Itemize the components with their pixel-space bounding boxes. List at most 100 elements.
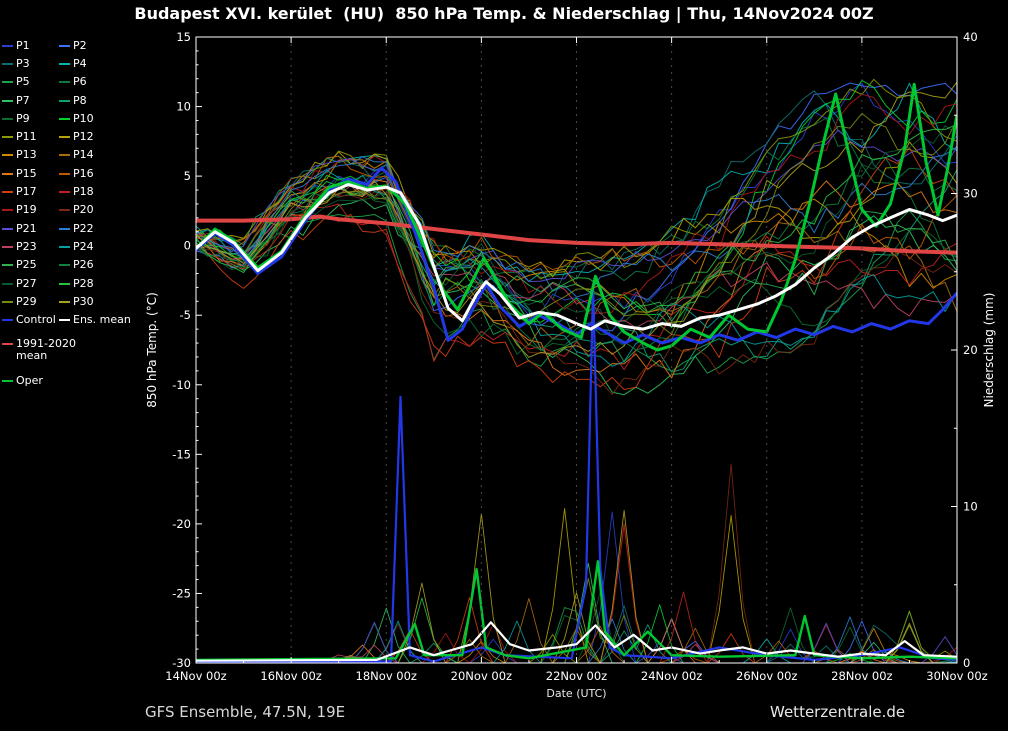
legend-line-swatch: [2, 191, 13, 194]
legend-label: P26: [73, 258, 94, 272]
legend-label: P5: [16, 75, 30, 89]
y-left-tick-label: -15: [172, 447, 191, 461]
y-left-tick-label: 5: [184, 169, 191, 183]
legend-label: P23: [16, 239, 37, 253]
y-right-tick-label: 0: [963, 656, 970, 670]
legend-label: P27: [16, 276, 37, 290]
legend-item-p29: P29: [2, 295, 59, 308]
legend-line-swatch: [2, 136, 13, 139]
legend-item-p27: P27: [2, 277, 59, 290]
x-tick-label: 22Nov 00z: [546, 669, 607, 683]
legend-line-swatch: [59, 81, 70, 84]
y-left-tick-label: -25: [172, 586, 191, 600]
footer-model-info: GFS Ensemble, 47.5N, 19E: [145, 703, 346, 721]
legend-item-p24: P24: [59, 240, 172, 253]
plot-line-temp-p24: [196, 169, 957, 367]
plot-line-temp-p13: [196, 159, 957, 316]
plot-line-ens-mean-precip: [196, 621, 957, 662]
plot-line-temp-p20: [196, 187, 957, 396]
legend-item-p16: P16: [59, 167, 172, 180]
legend-item-p6: P6: [59, 75, 172, 88]
page-edge-strip-bottom: [0, 731, 1024, 737]
plot-line-temp-p27: [196, 125, 957, 347]
legend-item-p1: P1: [2, 39, 59, 52]
legend-item-p19: P19: [2, 203, 59, 216]
legend-item-p2: P2: [59, 39, 172, 52]
legend-item-p14: P14: [59, 148, 172, 161]
legend-item-p20: P20: [59, 203, 172, 216]
plot-line-temp-p6: [196, 117, 957, 282]
legend-label: P28: [73, 276, 94, 290]
legend-item-p18: P18: [59, 185, 172, 198]
legend-item-p13: P13: [2, 148, 59, 161]
legend-line-swatch: [59, 154, 70, 157]
plot-line-temp-p18: [196, 203, 957, 371]
legend-line-swatch: [2, 154, 13, 157]
legend-item-p26: P26: [59, 258, 172, 271]
x-axis-title: Date (UTC): [546, 687, 607, 700]
x-tick-label: 18Nov 00z: [356, 669, 417, 683]
legend-line-swatch: [59, 282, 70, 285]
legend-item-p8: P8: [59, 94, 172, 107]
legend-label: P2: [73, 38, 87, 52]
legend-item-p22: P22: [59, 222, 172, 235]
legend-line-swatch: [2, 282, 13, 285]
legend-line-swatch: [2, 81, 13, 84]
legend-item-p28: P28: [59, 277, 172, 290]
legend-line-swatch: [59, 62, 70, 65]
legend-label: P21: [16, 221, 37, 235]
y-left-tick-label: -20: [172, 517, 191, 531]
plot-line-temp-p17: [196, 147, 957, 390]
legend-item-oper-inner: Oper: [2, 374, 43, 387]
legend-label: P25: [16, 258, 37, 272]
legend-line-swatch: [2, 99, 13, 102]
x-tick-label: 24Nov 00z: [641, 669, 702, 683]
x-tick-label: 26Nov 00z: [736, 669, 797, 683]
legend-line-swatch: [2, 245, 13, 248]
legend-item-p4: P4: [59, 57, 172, 70]
legend-label: 1991-2020 mean: [16, 336, 76, 362]
legend-item-ens-mean: Ens. mean: [59, 313, 172, 326]
x-tick-label: 16Nov 00z: [260, 669, 321, 683]
plot-line-temp-p4: [196, 82, 957, 282]
legend-label: P18: [73, 185, 94, 199]
legend-line-swatch: [2, 227, 13, 230]
legend-item-p5: P5: [2, 75, 59, 88]
legend-label: P4: [73, 56, 87, 70]
legend-line-swatch: [59, 136, 70, 139]
legend-label: P7: [16, 93, 30, 107]
legend-label: P24: [73, 239, 94, 253]
legend-label: P29: [16, 294, 37, 308]
footer-brand: Wetterzentrale.de: [770, 703, 906, 721]
legend-members-grid: P1 P2 P3 P4 P5 P6 P7 P8 P9 P10 P11 P12 P13 P14 P15 P16 P…: [2, 36, 172, 329]
x-tick-label: 14Nov 00z: [165, 669, 226, 683]
x-tick-label: 30Nov 00z: [926, 669, 987, 683]
plot-line-temp-p28: [196, 124, 957, 313]
plot-line-temp-p10: [196, 79, 957, 329]
legend-item-p23: P23: [2, 240, 59, 253]
legend-item-p21: P21: [2, 222, 59, 235]
x-tick-label: 20Nov 00z: [451, 669, 512, 683]
legend-label: P3: [16, 56, 30, 70]
legend-line-swatch: [2, 209, 13, 212]
legend-item-p25: P25: [2, 258, 59, 271]
legend-line-swatch: [59, 172, 70, 175]
legend-label: P9: [16, 111, 30, 125]
legend-line-swatch: [2, 264, 13, 267]
legend-label: Oper: [16, 373, 43, 387]
y-left-tick-label: 10: [176, 100, 191, 114]
chart-title: Budapest XVI. kerület (HU) 850 hPa Temp.…: [134, 4, 874, 23]
legend: P1 P2 P3 P4 P5 P6 P7 P8 P9 P10 P11 P12 P13 P14 P15 P16 P…: [2, 36, 172, 387]
legend-label: P12: [73, 130, 94, 144]
legend-label: Ens. mean: [73, 313, 131, 327]
legend-line-swatch: [59, 117, 70, 120]
legend-label: P20: [73, 203, 94, 217]
plot-lines-layer: [196, 78, 957, 664]
plot-line-ens-mean-temp: [196, 183, 957, 331]
legend-label: P1: [16, 38, 30, 52]
y-left-tick-label: -30: [172, 656, 191, 670]
y-right-tick-label: 40: [963, 30, 978, 44]
legend-line-swatch: [59, 245, 70, 248]
legend-item-p10: P10: [59, 112, 172, 125]
